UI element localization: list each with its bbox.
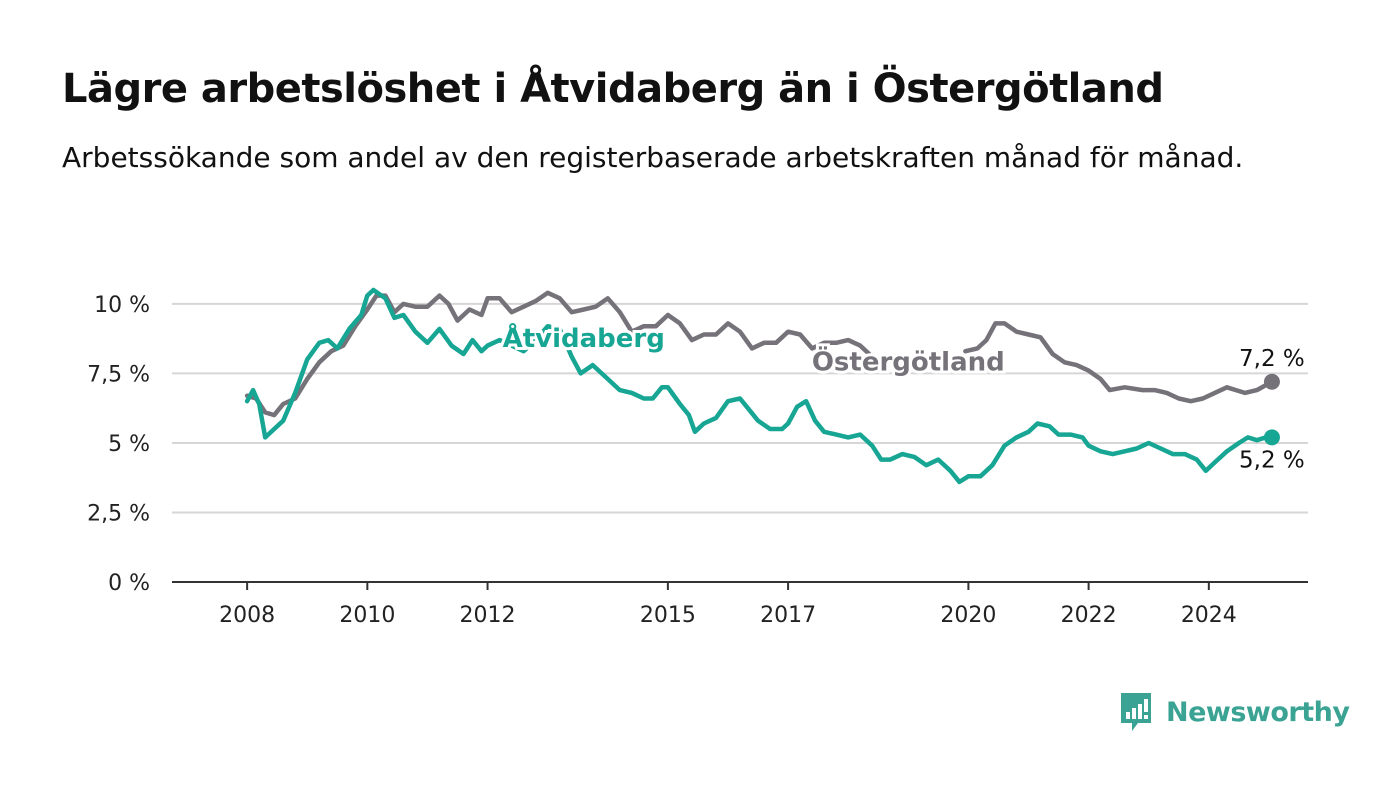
y-tick-label: 10 % (94, 293, 150, 318)
brand-name: Newsworthy (1166, 696, 1350, 728)
series-lines (244, 287, 1280, 485)
x-tick-label: 2015 (640, 603, 696, 628)
x-tick-label: 2010 (339, 603, 395, 628)
x-tick-label: 2012 (460, 603, 516, 628)
y-gridlines (172, 302, 1308, 514)
series-end-value-label: 5,2 % (1239, 447, 1305, 473)
series-end-dot (1263, 429, 1280, 446)
x-tick-label: 2008 (219, 603, 275, 628)
series-line (244, 287, 1275, 485)
brand-logo[interactable]: Newsworthy (1118, 690, 1350, 734)
y-tick-label: 7,5 % (87, 362, 150, 387)
series-end-dot (1263, 373, 1280, 390)
x-tick-label: 2022 (1061, 603, 1117, 628)
series-labels: Åtvidaberg Östergötland 7,2 % 5,2 % (500, 319, 1308, 476)
newsworthy-logo-icon (1121, 693, 1151, 731)
x-tick-label: 2020 (940, 603, 996, 628)
chart-title: Lägre arbetslöshet i Åtvidaberg än i Öst… (62, 66, 1164, 112)
chart-subtitle: Arbetssökande som andel av den registerb… (62, 141, 1244, 174)
series-name-label: Åtvidaberg (503, 322, 665, 354)
series-end-value-label: 7,2 % (1239, 346, 1305, 372)
x-tick-label: 2024 (1181, 603, 1237, 628)
x-tick-label: 2017 (760, 603, 816, 628)
x-axis-ticks: 2008 2010 2012 2015 2017 2020 2022 2024 (219, 582, 1237, 628)
series-name-label: Östergötland (812, 345, 1005, 378)
y-axis-tick-labels: 0 % 2,5 % 5 % 7,5 % 10 % (87, 293, 150, 596)
y-tick-label: 2,5 % (87, 501, 150, 526)
y-tick-label: 0 % (108, 571, 150, 596)
y-tick-label: 5 % (108, 432, 150, 457)
series-line (244, 290, 1275, 418)
